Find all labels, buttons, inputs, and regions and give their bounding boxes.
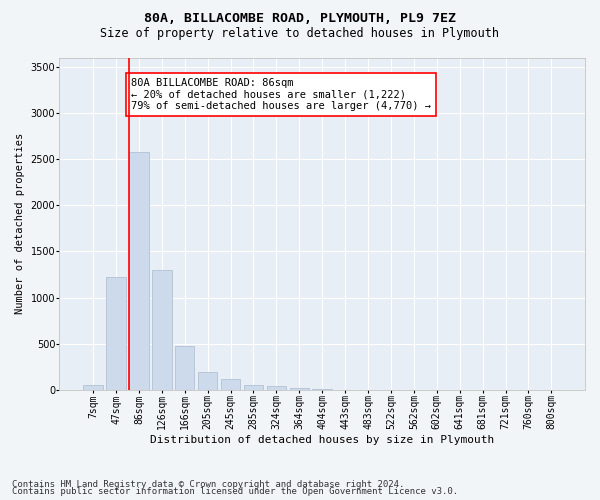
X-axis label: Distribution of detached houses by size in Plymouth: Distribution of detached houses by size … [150,435,494,445]
Bar [129,152,149,390]
Text: Size of property relative to detached houses in Plymouth: Size of property relative to detached ho… [101,28,499,40]
Y-axis label: Number of detached properties: Number of detached properties [15,133,25,314]
Bar [175,346,194,390]
Bar [313,389,332,390]
Text: 80A BILLACOMBE ROAD: 86sqm
← 20% of detached houses are smaller (1,222)
79% of s: 80A BILLACOMBE ROAD: 86sqm ← 20% of deta… [131,78,431,111]
Text: 80A, BILLACOMBE ROAD, PLYMOUTH, PL9 7EZ: 80A, BILLACOMBE ROAD, PLYMOUTH, PL9 7EZ [144,12,456,26]
Text: Contains public sector information licensed under the Open Government Licence v3: Contains public sector information licen… [12,488,458,496]
Bar [198,372,217,390]
Bar [83,386,103,390]
Bar [244,385,263,390]
Bar [221,379,241,390]
Text: Contains HM Land Registry data © Crown copyright and database right 2024.: Contains HM Land Registry data © Crown c… [12,480,404,489]
Bar [290,388,309,390]
Bar [106,278,126,390]
Bar [266,386,286,390]
Bar [152,270,172,390]
